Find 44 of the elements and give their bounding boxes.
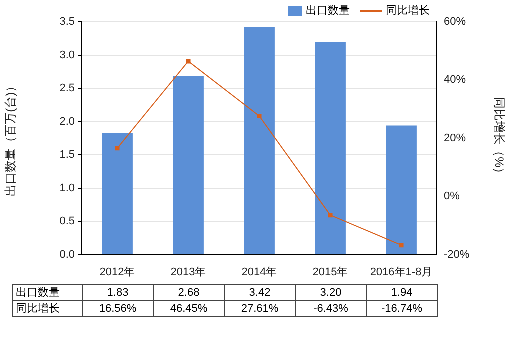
data-label: 16.56% [82,300,154,316]
x-tick-label: 2012年 [100,266,136,278]
y-tick-label: 3.0 [60,49,75,62]
data-label: 3.20 [296,284,366,300]
y2-tick-label: 20% [444,132,466,144]
data-label: 1.94 [366,284,438,300]
bar [386,126,417,254]
bar [244,27,275,254]
x-tick-label: 2016年1-8月 [370,266,433,278]
point [399,243,404,248]
data-label: 27.61% [224,300,296,316]
point [186,59,191,64]
y-tick-label: 1.5 [60,149,75,162]
x-tick-label: 2015年 [312,266,348,278]
point [328,213,333,218]
y2-axis-title: 同比增长（%） [492,97,506,180]
data-label: -16.74% [366,300,438,316]
bar [173,76,204,254]
y2-tick-label: -20% [444,248,470,261]
bar [315,42,346,254]
point [115,146,120,151]
y-tick-label: 2.0 [60,116,75,128]
data-label: 1.83 [82,284,154,300]
y-tick-label: 3.5 [60,16,75,28]
text: 同比增长 [16,303,60,315]
text: 出口数量 [16,287,60,299]
data-label: 2.68 [154,284,224,300]
y-axis-title: 出口数量（百万(台)） [4,80,18,196]
data-label: -6.43% [296,300,366,316]
x-tick-label: 2014年 [242,266,278,278]
y-tick-label: 2.5 [60,82,75,95]
legend-label: 同比增长 [386,4,430,18]
x-tick-label: 2013年 [170,266,206,278]
y-tick-label: 1.0 [60,182,75,194]
y2-tick-label: 40% [444,74,466,86]
data-label: 46.45% [154,300,224,316]
bar [102,133,133,254]
y2-tick-label: 60% [444,16,466,28]
point [257,114,262,119]
y-tick-label: 0.0 [60,248,75,261]
data-label: 3.42 [224,284,296,300]
legend-label: 出口数量 [306,4,350,18]
y2-tick-label: 0% [444,190,460,203]
y-tick-label: 0.5 [60,216,75,228]
